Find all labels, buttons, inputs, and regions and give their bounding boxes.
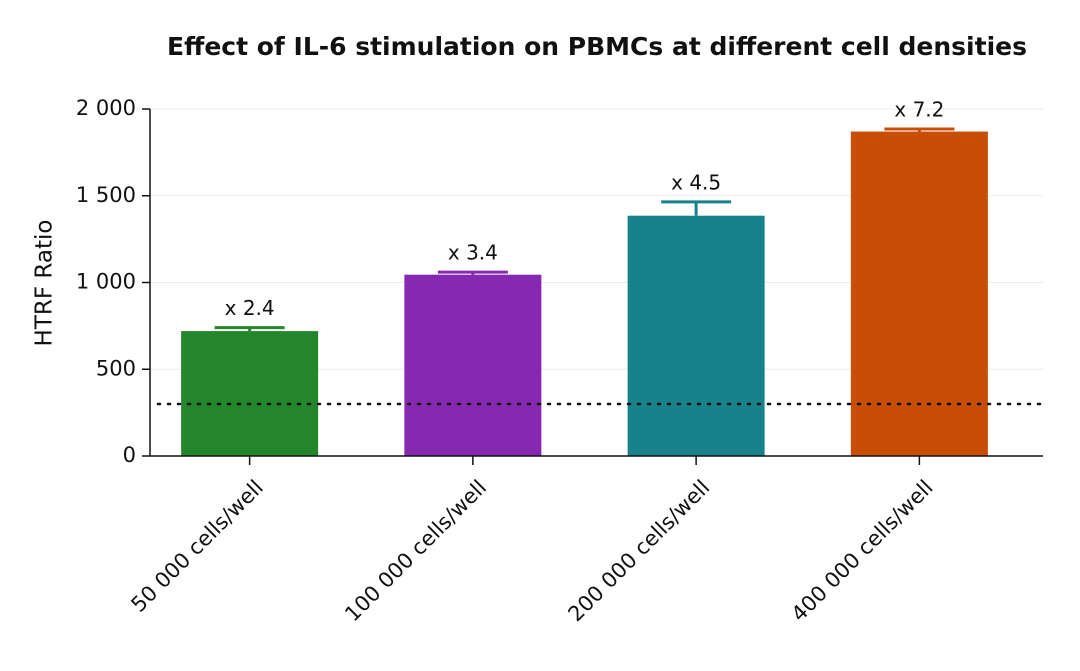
chart-title: Effect of IL-6 stimulation on PBMCs at d… bbox=[167, 32, 1027, 61]
x-tick-label: 50 000 cells/well bbox=[126, 475, 267, 616]
y-axis-label: HTRF Ratio bbox=[32, 220, 58, 347]
bar bbox=[850, 131, 988, 456]
y-tick-label: 0 bbox=[123, 443, 136, 467]
annotation: x 4.5 bbox=[671, 170, 721, 194]
x-tick-label: 100 000 cells/well bbox=[340, 475, 491, 626]
annotation: x 2.4 bbox=[225, 296, 275, 320]
y-tick-label: 1 000 bbox=[76, 270, 136, 294]
x-tick-label: 200 000 cells/well bbox=[563, 475, 714, 626]
annotation: x 7.2 bbox=[894, 97, 944, 121]
bar bbox=[181, 331, 319, 456]
x-tick-label: 400 000 cells/well bbox=[787, 475, 938, 626]
y-tick-label: 1 500 bbox=[76, 183, 136, 207]
y-tick-label: 2 000 bbox=[76, 96, 136, 120]
y-tick-label: 500 bbox=[96, 356, 136, 380]
bar bbox=[404, 274, 542, 456]
bar bbox=[627, 215, 765, 456]
annotation: x 3.4 bbox=[448, 241, 498, 265]
